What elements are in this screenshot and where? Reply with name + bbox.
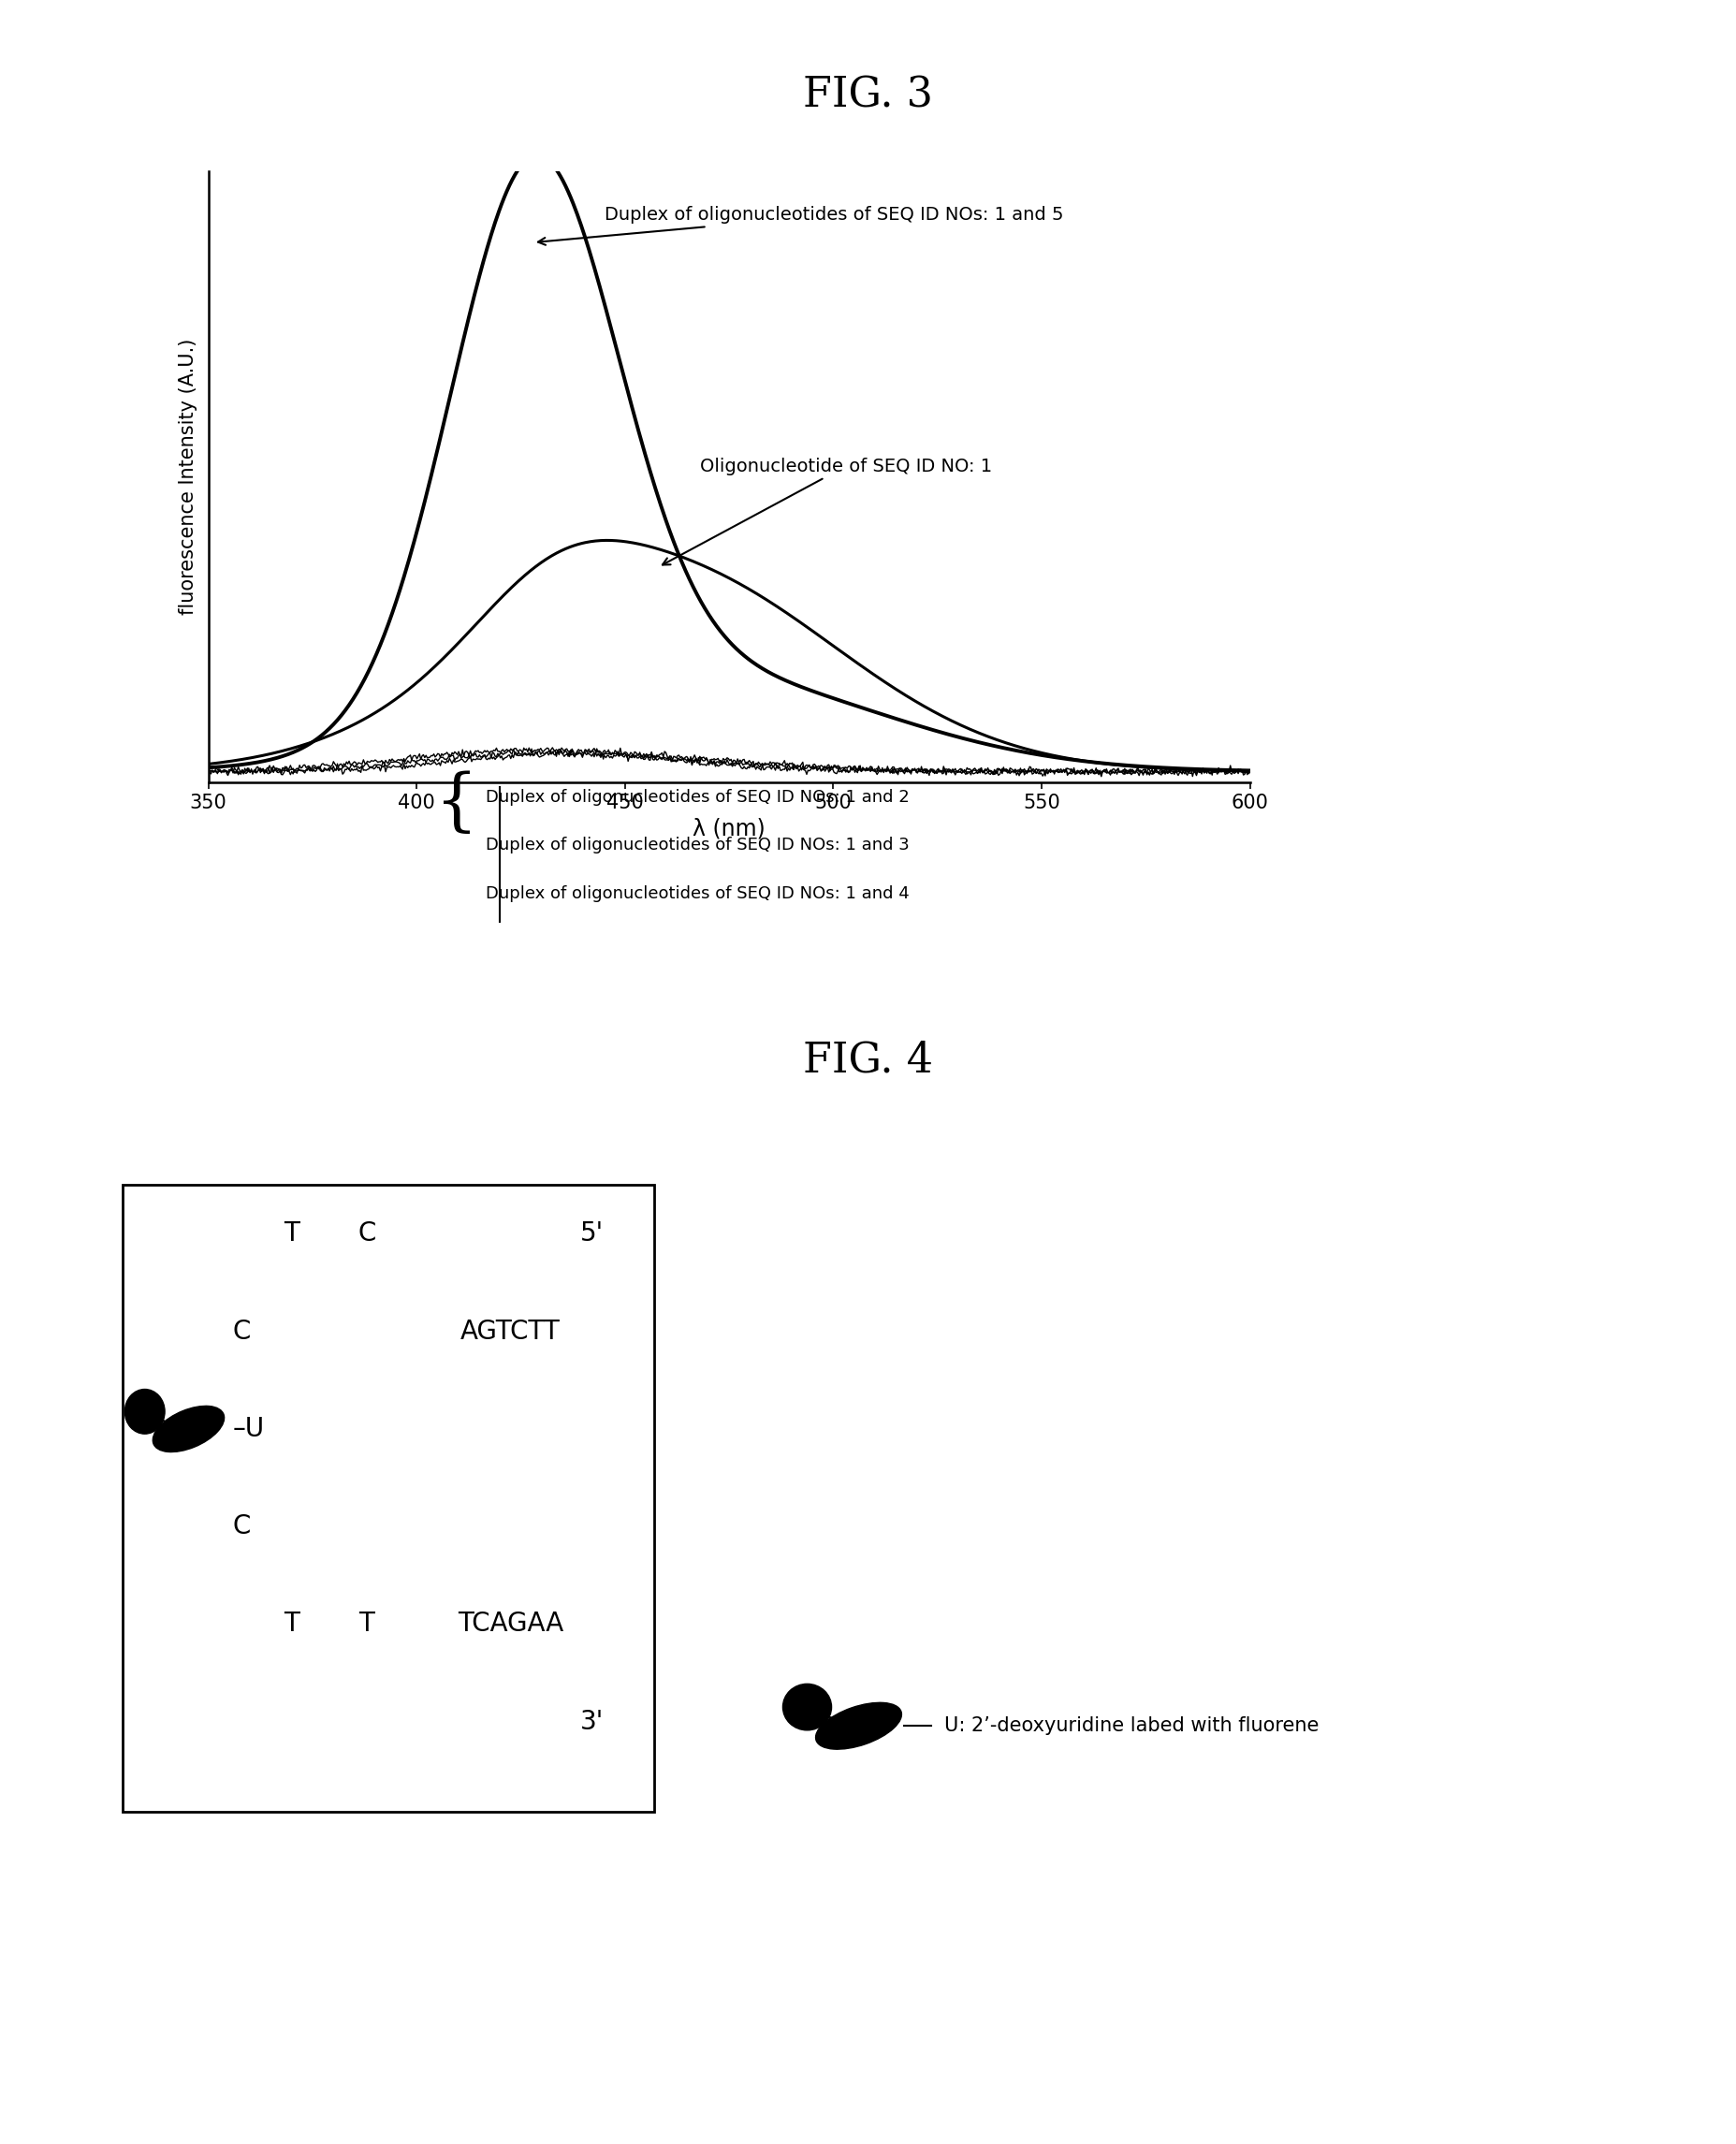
Text: TCAGAA: TCAGAA <box>457 1610 564 1638</box>
Text: Duplex of oligonucleotides of SEQ ID NOs: 1 and 5: Duplex of oligonucleotides of SEQ ID NOs… <box>538 206 1062 244</box>
Text: FIG. 3: FIG. 3 <box>804 75 932 116</box>
Text: T: T <box>283 1220 300 1248</box>
Circle shape <box>125 1389 165 1434</box>
Text: 3': 3' <box>580 1709 604 1734</box>
Text: –U: –U <box>233 1415 264 1443</box>
Text: {: { <box>436 772 477 836</box>
Text: C: C <box>358 1220 375 1248</box>
Ellipse shape <box>153 1406 224 1451</box>
Text: Duplex of oligonucleotides of SEQ ID NOs: 1 and 4: Duplex of oligonucleotides of SEQ ID NOs… <box>486 885 910 903</box>
Circle shape <box>783 1683 832 1730</box>
Text: FIG. 4: FIG. 4 <box>804 1040 932 1081</box>
Text: C: C <box>233 1514 250 1539</box>
Text: Duplex of oligonucleotides of SEQ ID NOs: 1 and 2: Duplex of oligonucleotides of SEQ ID NOs… <box>486 789 910 806</box>
X-axis label: λ (nm): λ (nm) <box>693 817 766 840</box>
Text: C: C <box>233 1319 250 1344</box>
Ellipse shape <box>816 1702 901 1750</box>
Text: U: 2’-deoxyuridine labed with fluorene: U: 2’-deoxyuridine labed with fluorene <box>944 1717 1319 1734</box>
Y-axis label: fluorescence Intensity (A.U.): fluorescence Intensity (A.U.) <box>179 339 198 615</box>
Text: AGTCTT: AGTCTT <box>460 1319 561 1344</box>
Text: 5': 5' <box>580 1220 604 1248</box>
Text: T: T <box>283 1610 300 1638</box>
Text: Duplex of oligonucleotides of SEQ ID NOs: 1 and 3: Duplex of oligonucleotides of SEQ ID NOs… <box>486 836 910 853</box>
Bar <box>123 1186 654 1812</box>
Text: T: T <box>359 1610 375 1638</box>
Text: Oligonucleotide of SEQ ID NO: 1: Oligonucleotide of SEQ ID NO: 1 <box>663 457 991 564</box>
